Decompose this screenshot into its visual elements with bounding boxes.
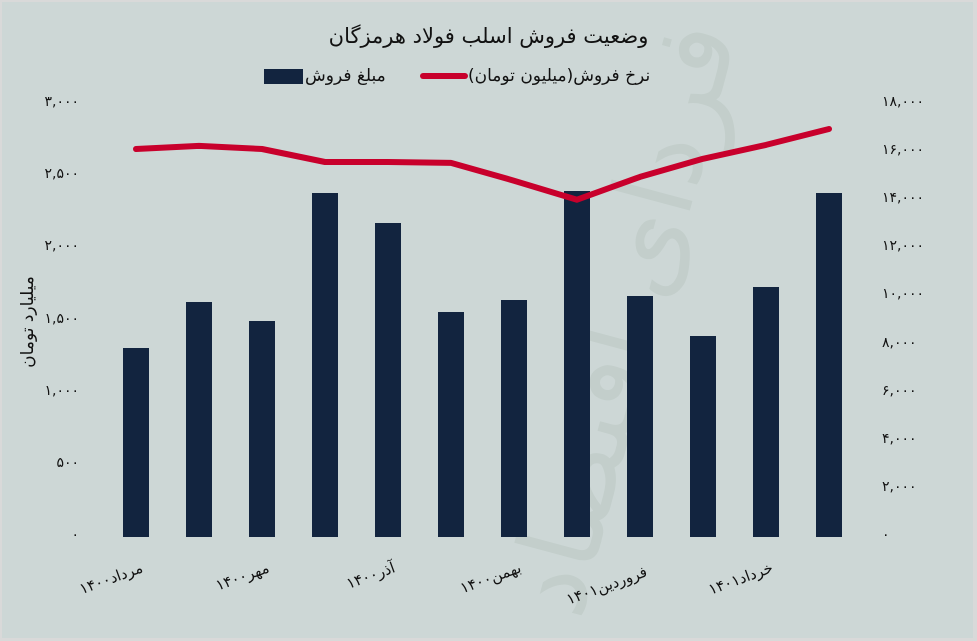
right-axis-tick: ۸,۰۰۰	[882, 334, 917, 351]
bar	[753, 287, 779, 537]
right-axis-tick: ۱۲,۰۰۰	[882, 238, 925, 255]
left-axis-tick: ۲,۰۰۰	[44, 238, 79, 255]
right-axis-tick: ۱۴,۰۰۰	[882, 190, 925, 207]
bar	[312, 192, 338, 537]
left-axis-tick: ۱,۵۰۰	[44, 310, 79, 327]
right-axis-tick: ۱۸,۰۰۰	[882, 94, 925, 110]
right-axis-tick: ۱۰,۰۰۰	[882, 286, 925, 303]
bar	[249, 320, 275, 537]
legend-item-sales-rate: نرخ فروش(میلیون تومان)	[420, 66, 650, 86]
bar	[564, 190, 590, 537]
left-axis-tick: ۲,۵۰۰	[44, 166, 79, 183]
legend-label-sales-rate: نرخ فروش(میلیون تومان)	[468, 66, 651, 86]
right-axis-tick: ۱۶,۰۰۰	[882, 142, 925, 159]
left-axis-tick: ۳,۰۰۰	[44, 94, 79, 110]
legend-label-sales-amount: مبلغ فروش	[305, 66, 386, 86]
legend-swatch-line	[420, 73, 468, 79]
legend-swatch-bar	[264, 68, 303, 84]
right-axis-tick: ۰	[882, 527, 890, 543]
left-axis-tick: ۰	[71, 527, 79, 543]
bar	[186, 301, 212, 537]
left-axis-tick: ۱,۰۰۰	[44, 382, 79, 399]
bar	[816, 193, 842, 537]
right-axis-tick: ۲,۰۰۰	[882, 478, 917, 495]
bar	[438, 311, 464, 537]
bar	[501, 300, 527, 537]
legend: مبلغ فروش نرخ فروش(میلیون تومان)	[0, 66, 977, 96]
legend-item-sales-amount: مبلغ فروش	[264, 66, 386, 86]
bar	[375, 223, 401, 537]
bar	[690, 335, 716, 537]
right-axis-tick: ۴,۰۰۰	[882, 430, 917, 447]
bar	[627, 295, 653, 537]
chart-title: وضعیت فروش اسلب فولاد هرمزگان	[328, 24, 649, 48]
right-axis-tick: ۶,۰۰۰	[882, 382, 917, 399]
bar	[123, 347, 149, 537]
left-axis-tick: ۵۰۰	[56, 454, 79, 471]
